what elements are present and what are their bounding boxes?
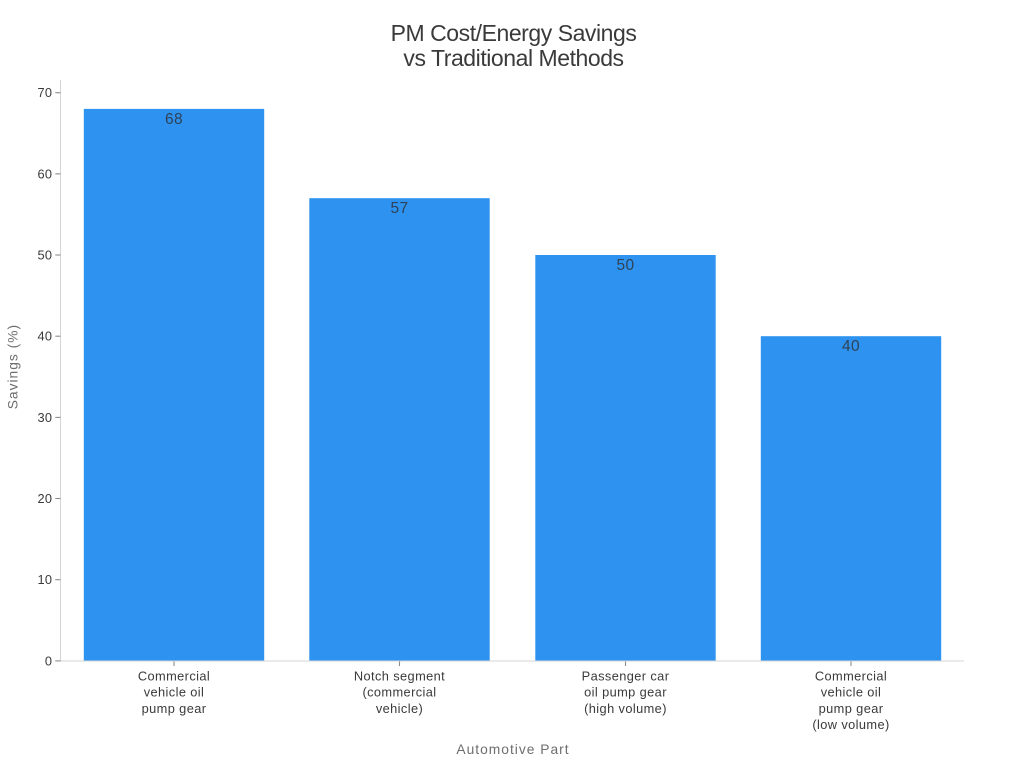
svg-text:50: 50: [616, 257, 634, 274]
svg-text:Passenger car: Passenger car: [582, 668, 670, 683]
svg-text:Commercial: Commercial: [138, 668, 210, 683]
svg-text:pump gear: pump gear: [819, 701, 884, 716]
svg-text:vehicle oil: vehicle oil: [144, 685, 205, 700]
svg-text:PM Cost/Energy Savings: PM Cost/Energy Savings: [391, 20, 637, 46]
svg-text:oil pump gear: oil pump gear: [584, 685, 667, 700]
svg-text:Savings (%): Savings (%): [6, 324, 21, 409]
svg-text:57: 57: [390, 200, 408, 217]
svg-text:40: 40: [37, 329, 52, 344]
svg-text:68: 68: [165, 111, 183, 128]
svg-text:30: 30: [37, 410, 52, 425]
svg-text:(low volume): (low volume): [812, 717, 889, 732]
svg-text:10: 10: [37, 572, 52, 587]
svg-text:(commercial: (commercial: [362, 685, 436, 700]
svg-text:Commercial: Commercial: [815, 668, 887, 683]
svg-text:40: 40: [842, 338, 860, 355]
svg-text:60: 60: [37, 166, 52, 181]
svg-text:Notch segment: Notch segment: [354, 668, 445, 683]
svg-text:20: 20: [37, 491, 52, 506]
svg-text:50: 50: [37, 248, 52, 263]
svg-text:(high volume): (high volume): [584, 701, 667, 716]
svg-text:pump gear: pump gear: [142, 701, 207, 716]
svg-text:0: 0: [45, 653, 52, 668]
svg-text:vs Traditional Methods: vs Traditional Methods: [403, 45, 623, 71]
svg-text:70: 70: [37, 85, 52, 100]
svg-text:vehicle): vehicle): [376, 701, 423, 716]
svg-text:Automotive Part: Automotive Part: [456, 742, 569, 757]
svg-text:vehicle oil: vehicle oil: [821, 685, 882, 700]
